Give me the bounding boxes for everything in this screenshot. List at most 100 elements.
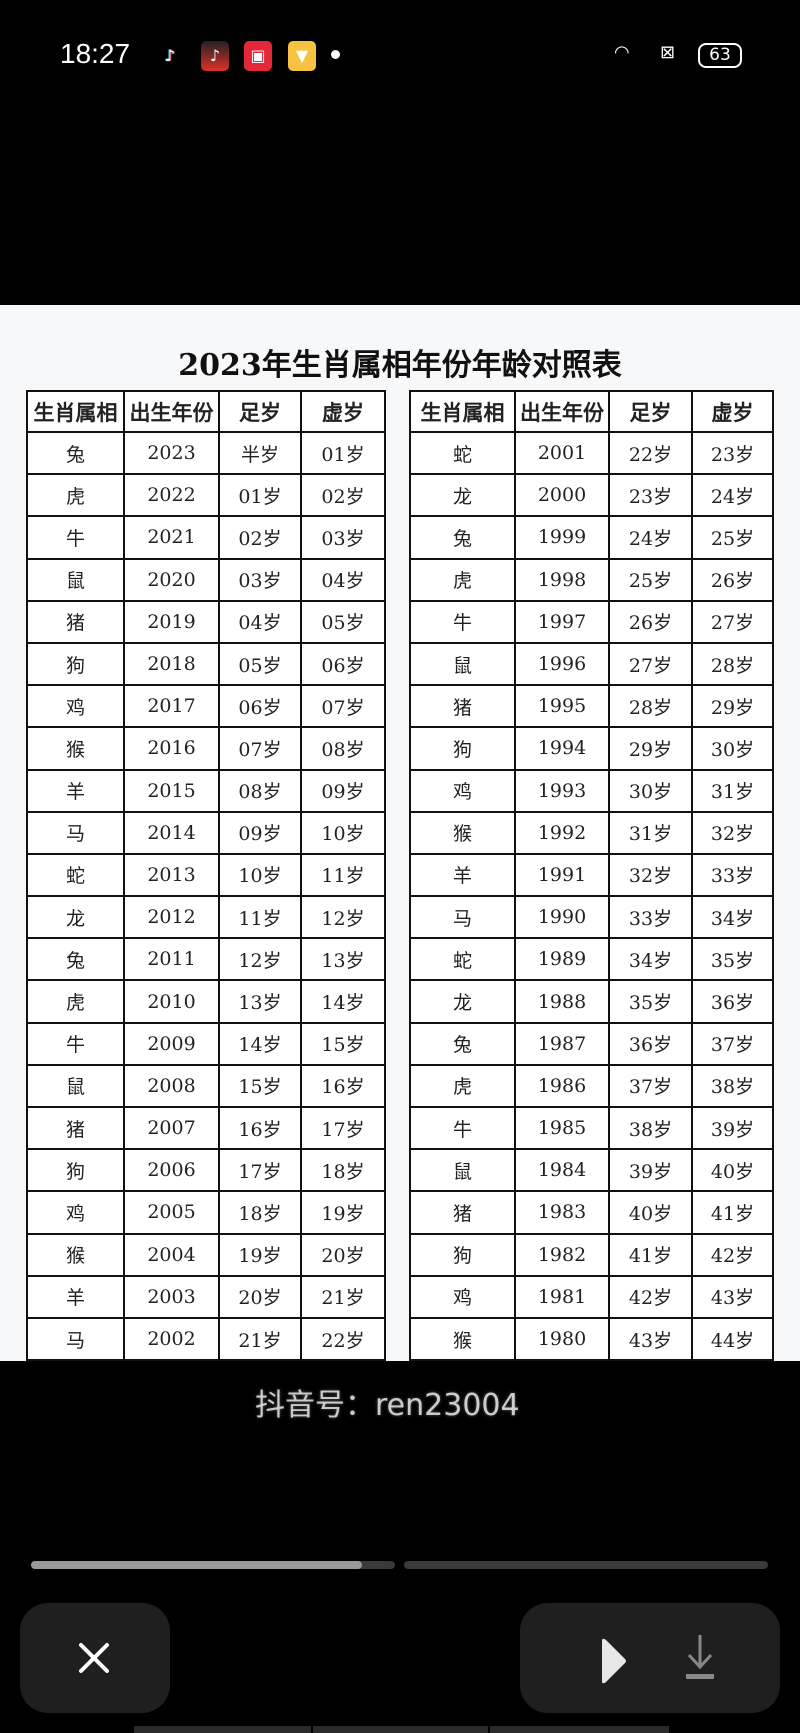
play-icon[interactable] (580, 1603, 640, 1713)
cell-birth-year: 1992 (514, 810, 610, 855)
cell-nominal-age: 44岁 (691, 1316, 774, 1362)
table-row: 虎 2022 01岁 02岁 (26, 473, 386, 518)
table-row: 猪 2007 16岁 17岁 (26, 1105, 386, 1151)
cell-zodiac: 猪 (409, 1190, 516, 1235)
cell-birth-year: 1988 (514, 979, 610, 1024)
cell-full-age: 41岁 (608, 1232, 693, 1277)
cell-zodiac: 羊 (26, 768, 125, 813)
cell-nominal-age: 04岁 (300, 557, 386, 602)
cell-full-age: 14岁 (218, 1021, 302, 1066)
table-row: 鼠 2020 03岁 04岁 (26, 557, 386, 602)
table-row: 兔 2011 12岁 13岁 (26, 937, 386, 982)
cell-full-age: 33岁 (608, 895, 693, 940)
cell-birth-year: 2001 (514, 430, 610, 476)
cell-full-age: 15岁 (218, 1063, 302, 1109)
cell-nominal-age: 35岁 (691, 937, 774, 982)
bottom-strip (313, 1726, 488, 1733)
cell-nominal-age: 01岁 (300, 430, 386, 476)
cell-zodiac: 羊 (409, 852, 516, 898)
table-row: 牛 2009 14岁 15岁 (26, 1021, 386, 1066)
cell-nominal-age: 32岁 (691, 810, 774, 855)
cell-zodiac: 鸡 (26, 684, 125, 729)
cell-birth-year: 1982 (514, 1232, 610, 1277)
cell-birth-year: 1998 (514, 557, 610, 602)
table-row: 猴 2004 19岁 20岁 (26, 1232, 386, 1277)
cell-birth-year: 2019 (123, 599, 220, 644)
cell-birth-year: 1981 (514, 1274, 610, 1319)
table-row: 蛇 1989 34岁 35岁 (409, 937, 774, 982)
table-row: 羊 1991 32岁 33岁 (409, 852, 774, 898)
cell-zodiac: 牛 (26, 1021, 125, 1066)
cell-nominal-age: 08岁 (300, 726, 386, 771)
table-row: 鸡 1981 42岁 43岁 (409, 1274, 774, 1319)
cell-zodiac: 蛇 (409, 937, 516, 982)
cell-zodiac: 虎 (409, 557, 516, 602)
cell-zodiac: 龙 (409, 979, 516, 1024)
cell-nominal-age: 20岁 (300, 1232, 386, 1277)
table-row: 狗 1982 41岁 42岁 (409, 1232, 774, 1277)
cell-birth-year: 2005 (123, 1190, 220, 1235)
cell-full-age: 17岁 (218, 1148, 302, 1193)
cell-zodiac: 牛 (409, 599, 516, 644)
close-icon (79, 1643, 109, 1673)
cell-zodiac: 龙 (26, 895, 125, 940)
cell-full-age: 30岁 (608, 768, 693, 813)
header-nominal-age: 虚岁 (300, 390, 386, 433)
cell-birth-year: 2009 (123, 1021, 220, 1066)
cell-full-age: 25岁 (608, 557, 693, 602)
download-icon[interactable] (670, 1603, 730, 1713)
header-nominal-age: 虚岁 (691, 390, 774, 433)
table-row: 猪 1995 28岁 29岁 (409, 684, 774, 729)
cell-birth-year: 1997 (514, 599, 610, 644)
table-row: 马 2002 21岁 22岁 (26, 1316, 386, 1362)
table-row: 虎 2010 13岁 14岁 (26, 979, 386, 1024)
cell-nominal-age: 36岁 (691, 979, 774, 1024)
table-row: 羊 2015 08岁 09岁 (26, 768, 386, 813)
cell-birth-year: 2010 (123, 979, 220, 1024)
table-row: 猪 1983 40岁 41岁 (409, 1190, 774, 1235)
cell-nominal-age: 43岁 (691, 1274, 774, 1319)
cell-nominal-age: 40岁 (691, 1148, 774, 1193)
cell-nominal-age: 09岁 (300, 768, 386, 813)
cell-full-age: 12岁 (218, 937, 302, 982)
table-row: 狗 1994 29岁 30岁 (409, 726, 774, 771)
cell-birth-year: 2007 (123, 1105, 220, 1151)
table-row: 马 2014 09岁 10岁 (26, 810, 386, 855)
cell-birth-year: 1986 (514, 1063, 610, 1109)
cell-birth-year: 2023 (123, 430, 220, 476)
cell-full-age: 29岁 (608, 726, 693, 771)
cell-birth-year: 1984 (514, 1148, 610, 1193)
cell-full-age: 27岁 (608, 641, 693, 687)
close-button[interactable] (20, 1603, 170, 1713)
table-row: 兔 1999 24岁 25岁 (409, 515, 774, 560)
cell-full-age: 36岁 (608, 1021, 693, 1066)
zodiac-table-left: 生肖属相 出生年份 足岁 虚岁 兔 2023 半岁 01岁虎 2022 01岁 02岁牛 20… (26, 390, 386, 1362)
cell-birth-year: 1995 (514, 684, 610, 729)
cell-birth-year: 2018 (123, 641, 220, 687)
table-row: 龙 2000 23岁 24岁 (409, 473, 774, 518)
cell-full-age: 09岁 (218, 810, 302, 855)
table-row: 鼠 1984 39岁 40岁 (409, 1148, 774, 1193)
cell-birth-year: 1999 (514, 515, 610, 560)
cell-full-age: 26岁 (608, 599, 693, 644)
cell-nominal-age: 06岁 (300, 641, 386, 687)
cell-nominal-age: 23岁 (691, 430, 774, 476)
table-row: 兔 2023 半岁 01岁 (26, 430, 386, 476)
table-row: 鼠 1996 27岁 28岁 (409, 641, 774, 687)
header-birth-year: 出生年份 (123, 390, 220, 433)
table-header: 生肖属相 出生年份 足岁 虚岁 (409, 390, 774, 433)
cell-nominal-age: 10岁 (300, 810, 386, 855)
table-row: 猴 1980 43岁 44岁 (409, 1316, 774, 1362)
cell-full-age: 28岁 (608, 684, 693, 729)
cell-birth-year: 2003 (123, 1274, 220, 1319)
cell-birth-year: 2000 (514, 473, 610, 518)
cell-zodiac: 牛 (409, 1105, 516, 1151)
cell-nominal-age: 27岁 (691, 599, 774, 644)
table-row: 狗 2018 05岁 06岁 (26, 641, 386, 687)
wifi-icon: ◠ (614, 42, 630, 63)
status-bar: 18:27 ♪ ♪ ▣ ▼ ◠ ⊠ 63 (0, 0, 800, 110)
cell-full-age: 03岁 (218, 557, 302, 602)
cell-full-age: 06岁 (218, 684, 302, 729)
cell-nominal-age: 07岁 (300, 684, 386, 729)
table-row: 龙 1988 35岁 36岁 (409, 979, 774, 1024)
